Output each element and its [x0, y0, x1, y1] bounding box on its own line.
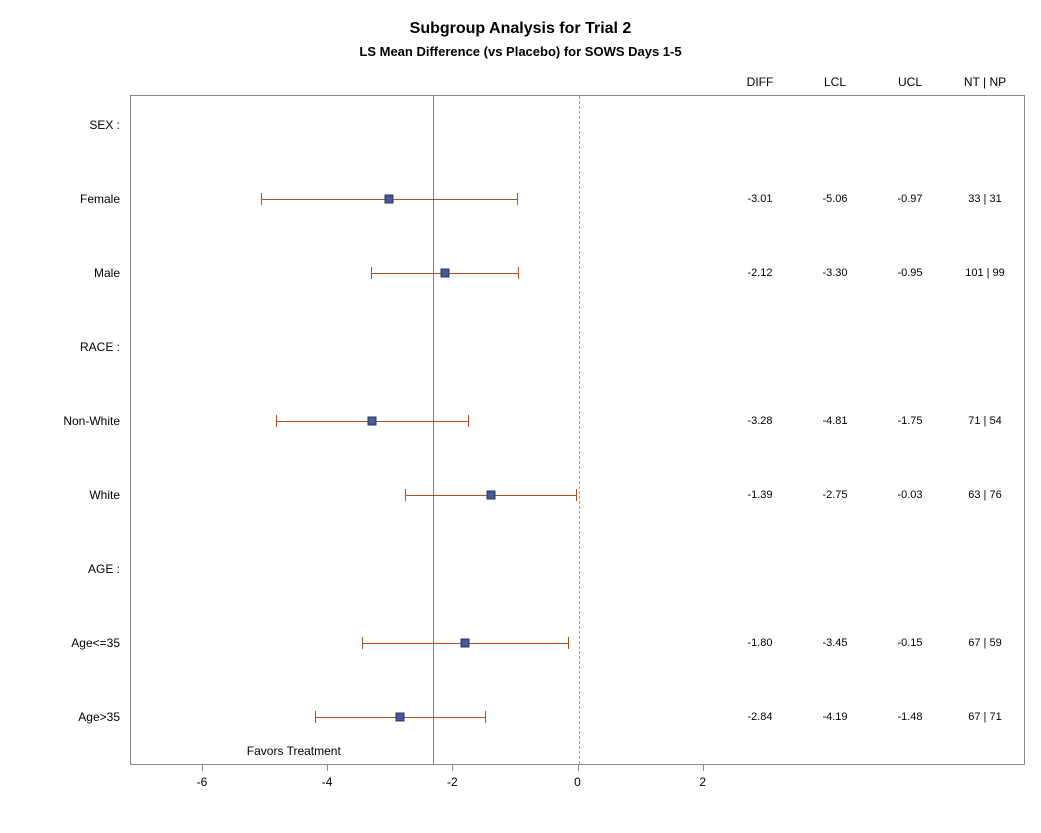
ci-cap — [315, 711, 316, 723]
row-label: Age>35 — [0, 710, 120, 724]
group-header: RACE : — [0, 340, 120, 354]
point-marker — [385, 195, 394, 204]
row-label: Female — [0, 192, 120, 206]
row-label: Male — [0, 266, 120, 280]
chart-title: Subgroup Analysis for Trial 2 — [0, 20, 1041, 38]
point-marker — [486, 491, 495, 500]
row-label: Non-White — [0, 414, 120, 428]
cell-diff: -2.12 — [725, 267, 795, 279]
row-label: White — [0, 488, 120, 502]
group-header: SEX : — [0, 118, 120, 132]
x-tick-mark — [327, 765, 328, 771]
col-header-lcl: LCL — [800, 75, 870, 89]
cell-ntnp: 63 | 76 — [950, 489, 1020, 501]
point-marker — [395, 713, 404, 722]
cell-lcl: -2.75 — [800, 489, 870, 501]
x-tick-label: -4 — [322, 775, 333, 789]
chart-subtitle: LS Mean Difference (vs Placebo) for SOWS… — [0, 44, 1041, 59]
point-marker — [368, 417, 377, 426]
cell-ntnp: 33 | 31 — [950, 193, 1020, 205]
col-header-ntnp: NT | NP — [950, 75, 1020, 89]
cell-diff: -1.80 — [725, 637, 795, 649]
ci-cap — [568, 637, 569, 649]
ci-cap — [485, 711, 486, 723]
cell-ucl: -1.48 — [875, 711, 945, 723]
cell-ntnp: 71 | 54 — [950, 415, 1020, 427]
ci-cap — [261, 193, 262, 205]
row-label: Age<=35 — [0, 636, 120, 650]
cell-ucl: -0.03 — [875, 489, 945, 501]
cell-lcl: -3.45 — [800, 637, 870, 649]
group-header: AGE : — [0, 562, 120, 576]
ci-cap — [405, 489, 406, 501]
point-marker — [460, 639, 469, 648]
cell-diff: -1.39 — [725, 489, 795, 501]
ref-line-overall — [433, 96, 434, 764]
ci-cap — [517, 193, 518, 205]
favors-treatment-label: Favors Treatment — [247, 744, 341, 758]
x-tick-mark — [578, 765, 579, 771]
ci-cap — [576, 489, 577, 501]
ci-cap — [362, 637, 363, 649]
col-header-ucl: UCL — [875, 75, 945, 89]
x-tick-label: -6 — [197, 775, 208, 789]
x-tick-mark — [452, 765, 453, 771]
ref-line-zero — [579, 96, 580, 764]
cell-ntnp: 67 | 71 — [950, 711, 1020, 723]
col-header-diff: DIFF — [725, 75, 795, 89]
cell-lcl: -3.30 — [800, 267, 870, 279]
cell-ntnp: 67 | 59 — [950, 637, 1020, 649]
cell-ucl: -0.95 — [875, 267, 945, 279]
cell-ucl: -0.97 — [875, 193, 945, 205]
cell-diff: -3.28 — [725, 415, 795, 427]
cell-ucl: -0.15 — [875, 637, 945, 649]
ci-cap — [276, 415, 277, 427]
x-tick-label: 2 — [699, 775, 706, 789]
chart-container: { "title": { "text": "Subgroup Analysis … — [0, 0, 1041, 833]
x-tick-mark — [202, 765, 203, 771]
cell-lcl: -4.81 — [800, 415, 870, 427]
cell-diff: -3.01 — [725, 193, 795, 205]
point-marker — [440, 269, 449, 278]
cell-diff: -2.84 — [725, 711, 795, 723]
ci-cap — [371, 267, 372, 279]
cell-lcl: -5.06 — [800, 193, 870, 205]
x-tick-label: 0 — [574, 775, 581, 789]
ci-cap — [468, 415, 469, 427]
x-tick-mark — [703, 765, 704, 771]
cell-ucl: -1.75 — [875, 415, 945, 427]
cell-lcl: -4.19 — [800, 711, 870, 723]
ci-cap — [518, 267, 519, 279]
x-tick-label: -2 — [447, 775, 458, 789]
cell-ntnp: 101 | 99 — [950, 267, 1020, 279]
